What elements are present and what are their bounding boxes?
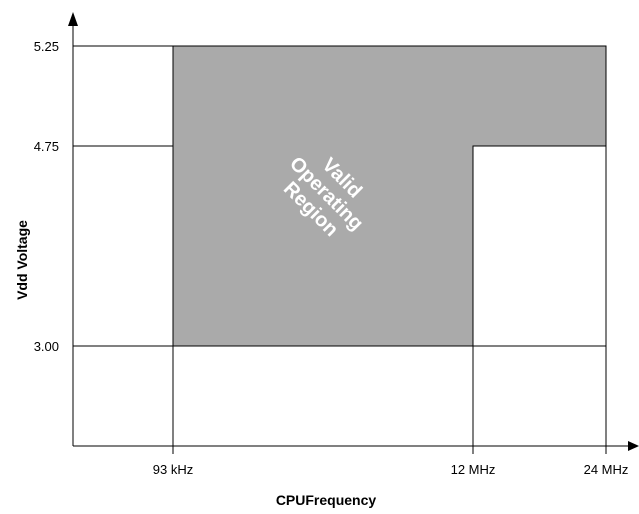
y-tick-label: 4.75: [34, 139, 59, 154]
y-tick-label: 5.25: [34, 39, 59, 54]
axes: [68, 12, 639, 451]
y-axis-arrowhead: [68, 12, 78, 26]
y-axis-title: Vdd Voltage: [14, 220, 30, 300]
x-tick-label: 12 MHz: [451, 462, 496, 477]
x-axis-title: CPUFrequency: [276, 492, 377, 508]
x-axis-arrowhead: [628, 441, 639, 451]
x-tick-label: 93 kHz: [153, 462, 193, 477]
x-tick-label: 24 MHz: [584, 462, 629, 477]
y-tick-label: 3.00: [34, 339, 59, 354]
valid-operating-region: [172, 45, 607, 347]
tick-labels: 3.00 4.75 5.25 93 kHz 12 MHz 24 MHz: [34, 39, 629, 477]
